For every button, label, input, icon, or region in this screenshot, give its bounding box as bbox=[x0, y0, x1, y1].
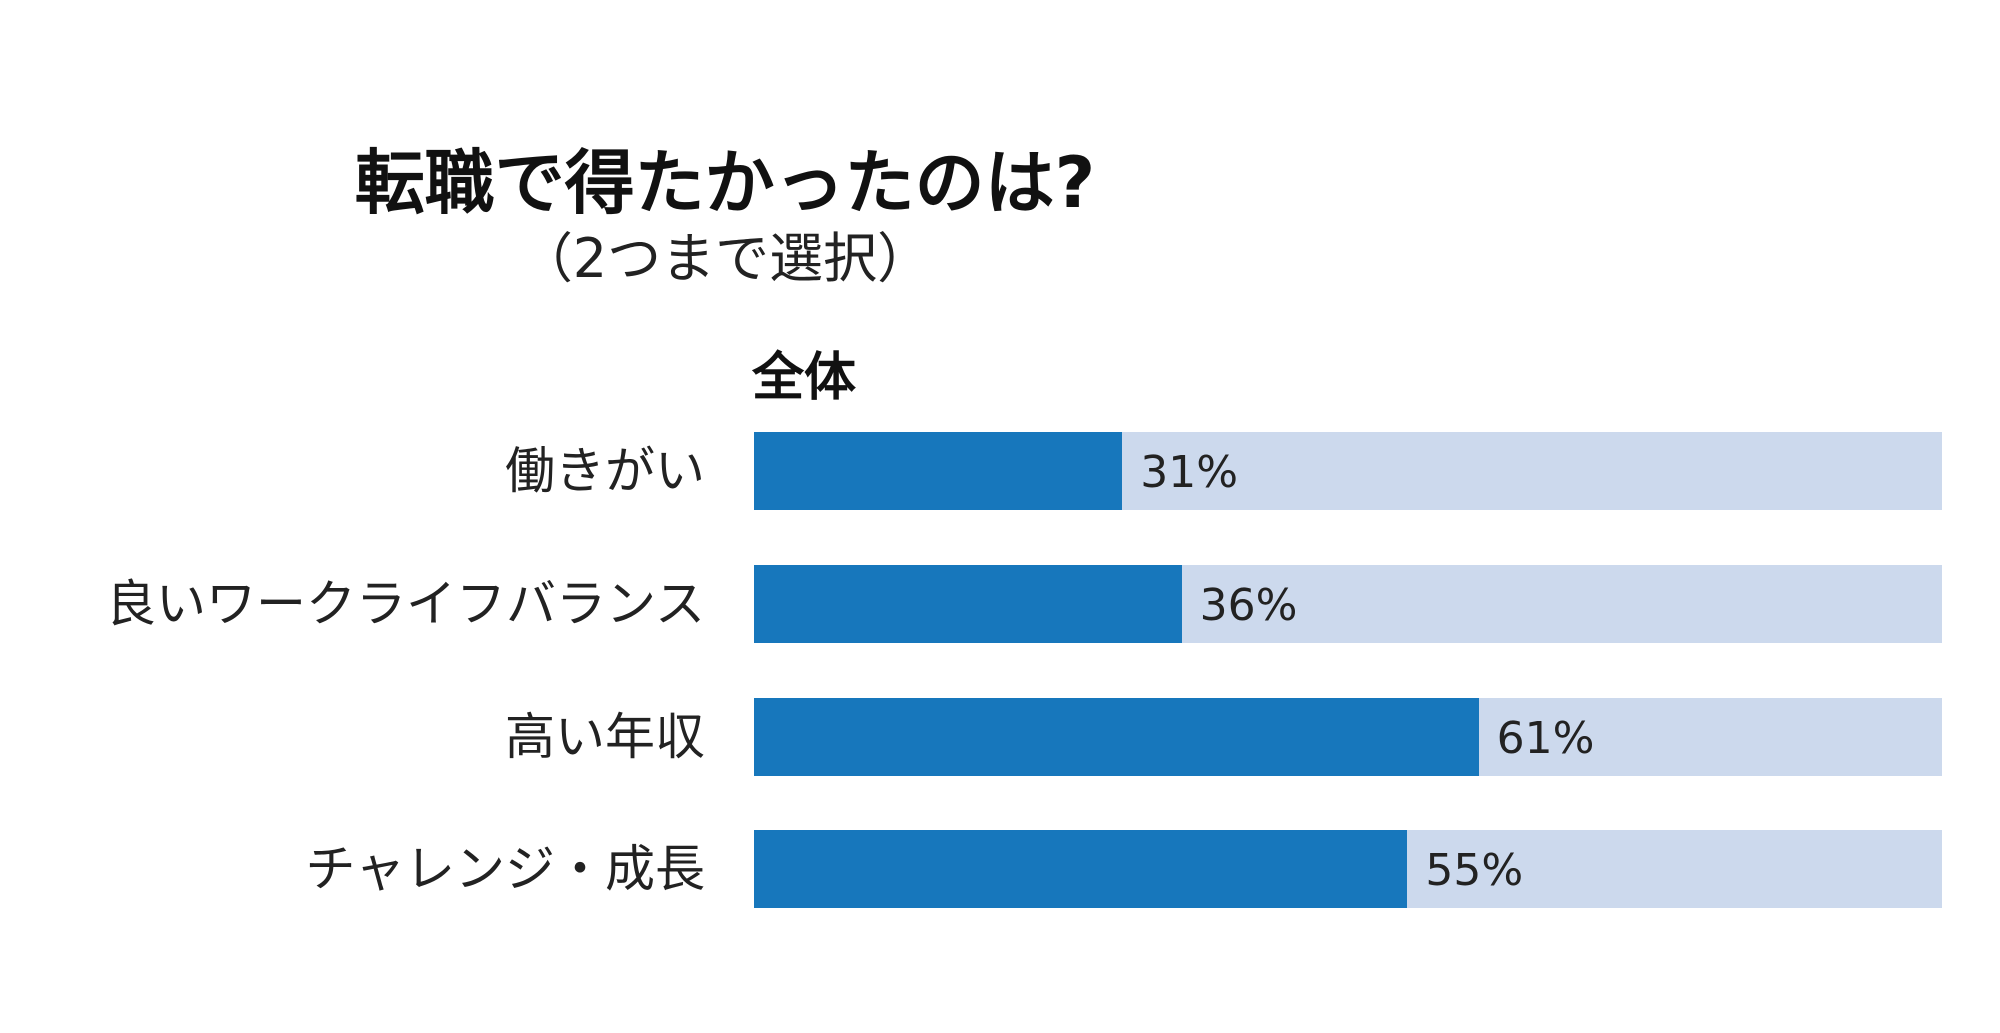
category-label: 働きがい bbox=[505, 442, 705, 500]
chart-subtitle: （2つまで選択） bbox=[518, 227, 932, 290]
group-label: 全体 bbox=[752, 348, 857, 408]
bar-row: チャレンジ・成長 55% bbox=[0, 830, 2000, 908]
bar-track: 55% bbox=[754, 830, 1942, 908]
value-label: 36% bbox=[1199, 580, 1298, 631]
bar-row: 高い年収 61% bbox=[0, 698, 2000, 776]
bar-track: 61% bbox=[754, 698, 1942, 776]
bar-row: 働きがい 31% bbox=[0, 432, 2000, 510]
category-label: 高い年収 bbox=[505, 708, 705, 766]
value-label: 61% bbox=[1496, 713, 1595, 764]
category-label: 良いワークライフバランス bbox=[106, 575, 705, 633]
value-label: 31% bbox=[1140, 447, 1239, 498]
bar-track: 36% bbox=[754, 565, 1942, 643]
category-label: チャレンジ・成長 bbox=[305, 840, 706, 898]
bar bbox=[754, 432, 1123, 510]
bar-row: 良いワークライフバランス 36% bbox=[0, 565, 2000, 643]
value-label: 55% bbox=[1425, 845, 1524, 896]
bar bbox=[754, 698, 1479, 776]
chart-title: 転職で得たかったのは? bbox=[354, 142, 1096, 224]
bar-track: 31% bbox=[754, 432, 1942, 510]
bar bbox=[754, 830, 1408, 908]
bar bbox=[754, 565, 1182, 643]
